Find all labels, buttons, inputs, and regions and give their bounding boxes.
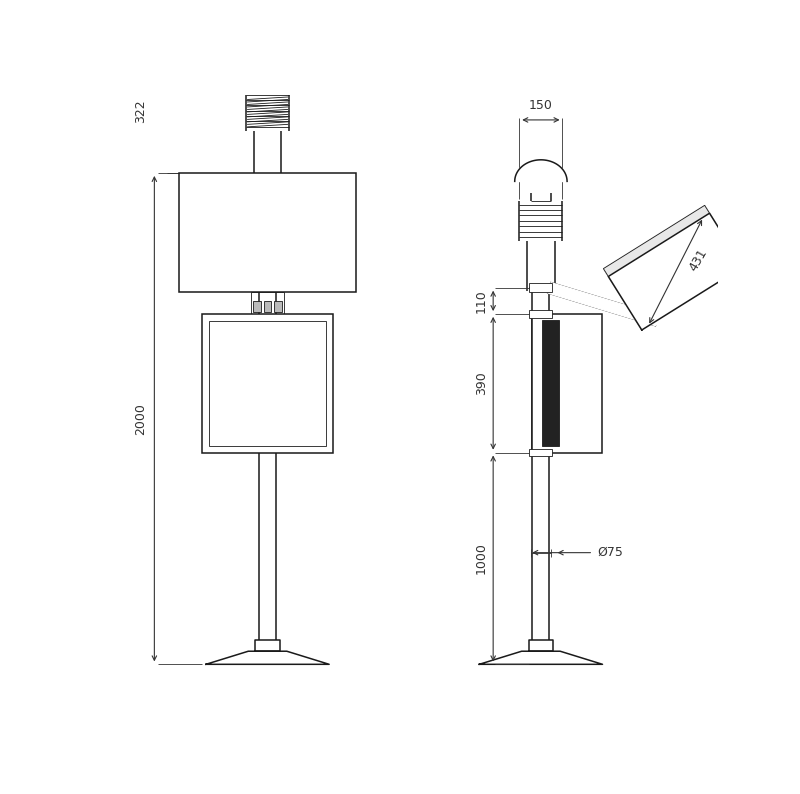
Bar <box>533 314 602 453</box>
Text: 390: 390 <box>475 372 488 395</box>
Bar <box>253 301 261 312</box>
Bar <box>542 320 558 446</box>
Polygon shape <box>548 283 658 326</box>
Text: 110: 110 <box>475 289 488 313</box>
Polygon shape <box>206 651 329 665</box>
Bar <box>530 310 553 318</box>
Bar <box>209 321 326 445</box>
Text: 150: 150 <box>529 99 553 112</box>
Polygon shape <box>242 50 294 71</box>
Bar <box>179 173 356 292</box>
Polygon shape <box>529 641 554 651</box>
Text: 431: 431 <box>687 247 710 274</box>
Text: 1000: 1000 <box>475 542 488 574</box>
Bar <box>530 283 553 292</box>
Bar <box>202 314 333 453</box>
Bar <box>274 301 282 312</box>
Polygon shape <box>603 206 738 322</box>
Polygon shape <box>514 160 567 181</box>
Text: 2000: 2000 <box>134 403 147 434</box>
Bar <box>530 449 553 457</box>
Text: 322: 322 <box>134 99 147 123</box>
Text: Ø75: Ø75 <box>597 546 623 559</box>
Polygon shape <box>608 214 743 330</box>
Bar <box>264 301 271 312</box>
Polygon shape <box>479 651 602 665</box>
Polygon shape <box>255 641 280 651</box>
